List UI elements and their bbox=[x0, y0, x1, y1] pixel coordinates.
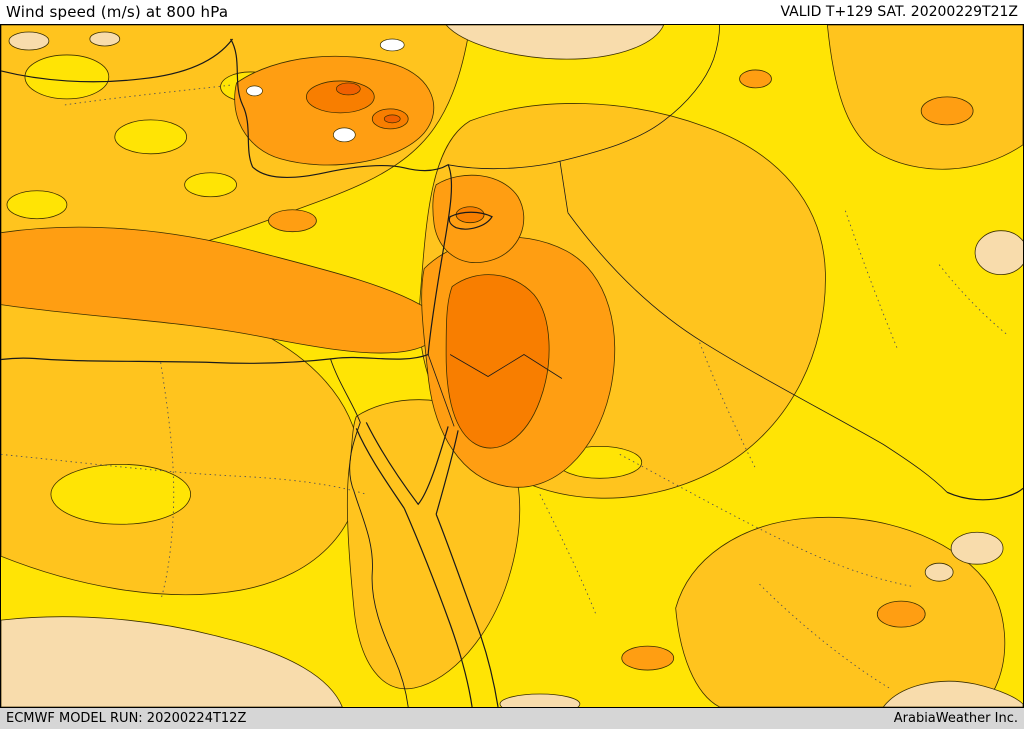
red-sea-west-shore bbox=[403, 508, 473, 707]
map-title: Wind speed (m/s) at 800 hPa bbox=[6, 3, 229, 21]
footer-bar: ECMWF MODEL RUN: 20200224T12Z ArabiaWeat… bbox=[0, 708, 1024, 729]
fill-strongest-spots bbox=[335, 82, 401, 124]
red-sea-east-shore bbox=[435, 514, 499, 707]
cyprus-island bbox=[448, 211, 493, 230]
persian-gulf-coast bbox=[946, 487, 1023, 501]
border-egypt-israel bbox=[427, 354, 455, 427]
provider-label: ArabiaWeather Inc. bbox=[893, 711, 1018, 726]
valid-time-label: VALID T+129 SAT. 20200229T21Z bbox=[780, 4, 1018, 20]
border-turkey-syria bbox=[448, 25, 720, 170]
black-sea-coast bbox=[1, 38, 234, 83]
gulf-of-aqaba-east bbox=[435, 430, 459, 515]
country-borders bbox=[427, 25, 948, 493]
border-syria-iraq bbox=[559, 160, 569, 213]
gulf-of-suez-west bbox=[355, 428, 405, 509]
map-svg bbox=[1, 25, 1023, 707]
fill-gold-regions bbox=[1, 25, 1023, 707]
sinai-peninsula bbox=[365, 422, 449, 506]
map-canvas bbox=[0, 24, 1024, 708]
border-iraq-saudi bbox=[567, 212, 948, 493]
nile-river bbox=[329, 358, 409, 707]
header-bar: Wind speed (m/s) at 800 hPa VALID T+129 … bbox=[0, 0, 1024, 24]
admin-borders-dotted bbox=[1, 84, 1008, 689]
mediterranean-coast bbox=[1, 38, 453, 364]
fill-white-spots bbox=[246, 38, 405, 143]
fill-cream-patches bbox=[1, 25, 1023, 707]
coastlines bbox=[1, 38, 1023, 707]
border-jordan-saudi bbox=[449, 354, 563, 379]
model-run-label: ECMWF MODEL RUN: 20200224T12Z bbox=[6, 711, 247, 726]
